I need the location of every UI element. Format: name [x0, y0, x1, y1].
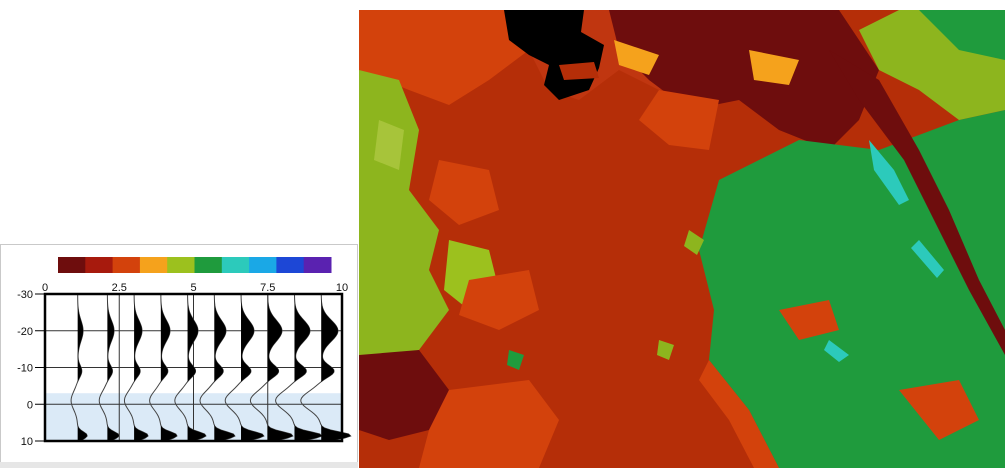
axis-ticks: 0 2.5 5 7.5 10 -30 -20 -10 0 10: [17, 282, 348, 448]
x-tick-label: 7.5: [260, 282, 275, 294]
map-region-amber-2: [749, 50, 799, 85]
colorbar-swatch: [276, 257, 305, 273]
map-region-orange-topleft: [359, 10, 529, 105]
wavelet-trace: [249, 293, 294, 441]
wavelet-traces: [70, 293, 352, 441]
map-region-orange-mid: [639, 90, 719, 150]
colorbar-swatch: [139, 257, 168, 273]
map-speckle-2: [657, 340, 674, 360]
plot-frame: [43, 292, 344, 443]
map-region-cyan-spot: [824, 340, 849, 362]
wavelet-trace: [300, 293, 352, 441]
colorbar-swatch: [112, 257, 141, 273]
map-region-cyan-streak: [911, 240, 944, 278]
seismic-attribute-map: [359, 10, 1005, 468]
y-tick-label: 10: [21, 436, 33, 448]
colorbar-swatch: [249, 257, 277, 273]
map-region-cyan-fault: [869, 140, 909, 205]
map-region-green-topright: [919, 10, 1005, 60]
wavelet-trace: [199, 293, 236, 441]
map-void-inclusion: [559, 62, 599, 80]
legend-bottom-bar: [0, 462, 358, 468]
map-region-orange-boundary: [699, 360, 779, 468]
map-region-amber-1: [614, 40, 659, 75]
y-tick-label: -30: [17, 289, 33, 301]
attribute-map-image: [359, 10, 1005, 468]
map-region-darkred-bottomleft: [359, 350, 449, 440]
map-speckle-1: [507, 350, 524, 370]
map-region-lime-patch: [374, 120, 404, 170]
x-tick-label: 2.5: [112, 282, 127, 294]
map-speckle-3: [684, 230, 704, 255]
wavelet-legend-panel: 0 2.5 5 7.5 10 -30 -20 -10 0 10: [0, 244, 358, 468]
wavelet-fill: [160, 294, 177, 441]
colorbar-swatch: [221, 257, 250, 273]
wavelet-fill: [241, 294, 264, 441]
wavelet-fill: [107, 294, 120, 441]
wavelet-fill: [77, 294, 88, 441]
colorbar-swatch: [194, 257, 223, 273]
colorbar-swatch: [303, 257, 332, 273]
map-region-orange-left: [429, 160, 499, 225]
colorbar-swatch: [85, 257, 114, 273]
x-tick-label: 10: [336, 282, 348, 294]
map-region-orange-bottom: [419, 380, 559, 468]
wavelet-fill: [267, 294, 293, 441]
map-region-darkred-top: [609, 10, 879, 150]
x-tick-label: 0: [42, 282, 48, 294]
colorbar-swatch: [167, 257, 195, 273]
colorbar-swatch: [58, 257, 86, 273]
wavelet-fill: [321, 294, 351, 441]
y-tick-label: -20: [17, 326, 33, 338]
map-region-orange-in-green: [779, 300, 839, 340]
wavelet-fill: [294, 294, 322, 441]
y-tick-label: 0: [27, 399, 33, 411]
map-region-orange-in-green-2: [899, 380, 979, 440]
colorbar: [58, 257, 332, 273]
wavelet-fill: [187, 294, 206, 441]
y-tick-label: -10: [17, 363, 33, 375]
wavelet-fill: [134, 294, 149, 441]
map-region-orange-left-2: [459, 270, 539, 330]
x-tick-label: 5: [190, 282, 196, 294]
wavelet-legend-chart: 0 2.5 5 7.5 10 -30 -20 -10 0 10: [0, 244, 358, 468]
wavelet-fill: [214, 294, 235, 441]
